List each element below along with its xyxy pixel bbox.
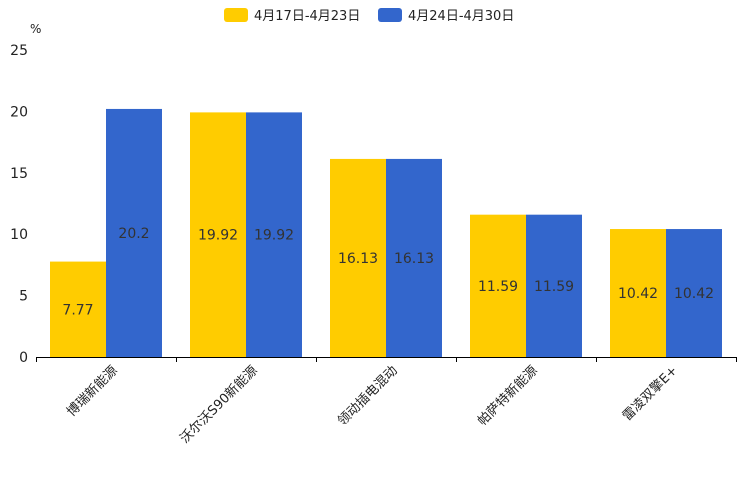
legend-label: 4月24日-4月30日	[408, 9, 514, 24]
legend: 4月17日-4月23日 4月24日-4月30日	[224, 8, 514, 24]
data-label: 10.42	[674, 286, 714, 302]
legend-label: 4月17日-4月23日	[254, 9, 360, 24]
data-label: 10.42	[618, 286, 658, 302]
y-tick-label: 10	[10, 227, 28, 243]
data-label: 11.59	[534, 279, 574, 295]
bar	[246, 112, 302, 357]
y-unit-label: %	[30, 22, 41, 36]
y-tick-label: 0	[19, 350, 28, 366]
y-tick-label: 25	[10, 43, 28, 59]
data-label: 11.59	[478, 279, 518, 295]
x-axis: 博瑞新能源 沃尔沃S90新能源 领动插电混动 帕萨特新能源 雷凌双擎E+	[36, 357, 737, 447]
data-label: 16.13	[394, 251, 434, 267]
y-tick-label: 15	[10, 166, 28, 182]
data-label: 19.92	[198, 228, 238, 244]
data-label: 7.77	[62, 302, 93, 318]
x-category-label: 沃尔沃S90新能源	[177, 363, 261, 447]
bar	[330, 158, 386, 357]
x-category-label: 雷凌双擎E+	[620, 363, 681, 424]
legend-swatch	[378, 8, 402, 22]
x-category-label: 领动插电混动	[335, 363, 401, 429]
data-label: 16.13	[338, 251, 378, 267]
data-label: 19.92	[254, 228, 294, 244]
y-tick-label: 20	[10, 104, 28, 120]
legend-swatch	[224, 8, 248, 22]
bar	[106, 108, 162, 357]
bars: 7.77 19.92 16.13 11.59 10.42 20.2 19.92 16.13 11…	[50, 108, 722, 357]
bar	[386, 158, 442, 357]
bar	[190, 112, 246, 357]
y-tick-label: 5	[19, 289, 28, 305]
bar	[526, 214, 582, 357]
bar	[470, 214, 526, 357]
data-label: 20.2	[118, 226, 149, 242]
x-category-label: 帕萨特新能源	[474, 363, 540, 429]
bar	[50, 261, 106, 357]
bar	[610, 229, 666, 357]
bar	[666, 229, 722, 357]
y-axis: 0 5 10 15 20 25	[10, 43, 28, 366]
x-category-label: 博瑞新能源	[64, 363, 121, 420]
